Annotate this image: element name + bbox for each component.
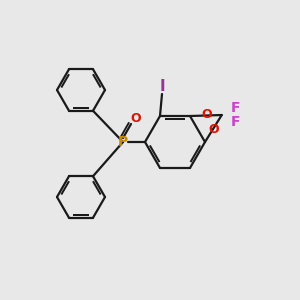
Text: O: O [201,108,212,121]
Text: F: F [231,101,241,115]
Text: O: O [208,123,219,136]
Text: F: F [231,115,241,129]
Text: O: O [131,112,141,124]
Text: P: P [118,135,128,149]
Text: I: I [159,79,165,94]
